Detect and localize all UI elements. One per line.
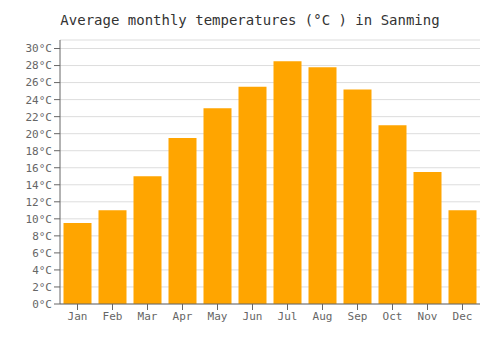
svg-text:Feb: Feb — [103, 310, 123, 323]
svg-text:Apr: Apr — [173, 310, 193, 323]
svg-text:May: May — [208, 310, 228, 323]
svg-text:Dec: Dec — [453, 310, 473, 323]
svg-text:Sep: Sep — [348, 310, 368, 323]
svg-text:Jun: Jun — [243, 310, 263, 323]
svg-text:0°C: 0°C — [32, 298, 52, 311]
svg-text:4°C: 4°C — [32, 264, 52, 277]
html-text:Average monthly temperatures (: Average monthly temperatures (°C ) in Sa… — [60, 12, 440, 28]
svg-text:6°C: 6°C — [32, 247, 52, 260]
svg-text:Jul: Jul — [278, 310, 298, 323]
svg-text:Jan: Jan — [68, 310, 88, 323]
svg-text:28°C: 28°C — [26, 59, 53, 72]
svg-text:18°C: 18°C — [26, 145, 53, 158]
svg-text:Mar: Mar — [138, 310, 158, 323]
svg-text:Oct: Oct — [383, 310, 403, 323]
svg-text:30°C: 30°C — [26, 42, 53, 55]
svg-text:2°C: 2°C — [32, 281, 52, 294]
svg-text:Aug: Aug — [313, 310, 333, 323]
svg-text:8°C: 8°C — [32, 230, 52, 243]
svg-text:26°C: 26°C — [26, 76, 53, 89]
svg-text:24°C: 24°C — [26, 94, 53, 107]
svg-text:Nov: Nov — [418, 310, 438, 323]
svg-text:14°C: 14°C — [26, 179, 53, 192]
svg-text:16°C: 16°C — [26, 162, 53, 175]
svg-text:22°C: 22°C — [26, 111, 53, 124]
svg-text:20°C: 20°C — [26, 128, 53, 141]
svg-text:12°C: 12°C — [26, 196, 53, 209]
svg-text:10°C: 10°C — [26, 213, 53, 226]
